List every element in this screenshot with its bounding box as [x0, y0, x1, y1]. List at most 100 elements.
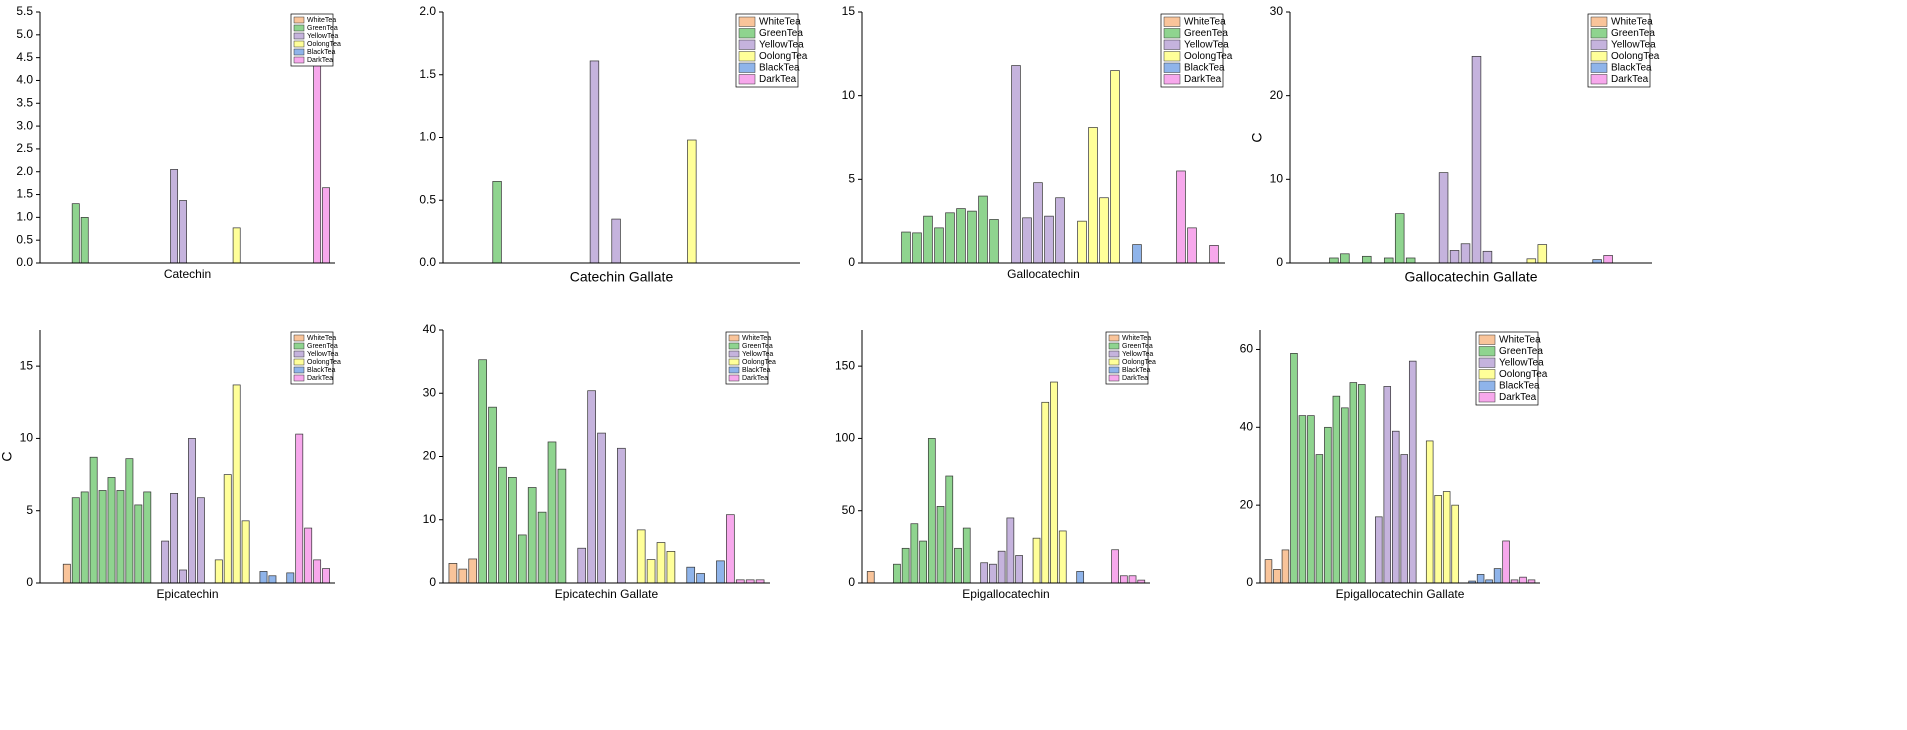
legend-swatch: [1108, 358, 1120, 366]
bar: [80, 491, 89, 584]
bar: [313, 38, 322, 264]
legend-swatch: [738, 16, 756, 27]
bar: [468, 558, 478, 584]
legend-swatch: [293, 16, 305, 24]
bar: [1307, 415, 1315, 584]
y-tick-label: 1.5: [16, 187, 33, 201]
legend-label: DarkTea: [759, 74, 797, 85]
panel: 0.0 0.5 1.0 1.5 2.0 Catechin Gallate WhiteTeaG…: [419, 4, 807, 285]
bar: [1460, 243, 1471, 264]
bar: [1209, 245, 1219, 264]
bar: [726, 514, 735, 584]
bar: [1132, 244, 1142, 264]
y-tick-label: 2.0: [419, 4, 436, 18]
bar: [989, 563, 997, 584]
bar: [1032, 537, 1041, 584]
x-axis-label: Catechin: [164, 267, 211, 281]
bar: [716, 560, 725, 584]
bar: [232, 384, 241, 584]
bar: [1015, 555, 1023, 584]
bar: [1476, 574, 1485, 584]
bar: [1400, 454, 1408, 584]
legend-label: GreenTea: [307, 343, 338, 350]
legend-swatch: [1108, 374, 1120, 382]
y-tick-label: 15: [20, 358, 34, 372]
bar: [587, 390, 596, 584]
legend-label: WhiteTea: [1611, 16, 1653, 27]
y-tick-label: 20: [1270, 88, 1284, 102]
bar: [1362, 255, 1372, 264]
bar: [945, 212, 955, 264]
legend-label: DarkTea: [1122, 375, 1148, 382]
bar: [934, 227, 944, 264]
bar: [488, 406, 497, 584]
legend-label: WhiteTea: [307, 335, 336, 342]
bar: [611, 218, 621, 264]
bar: [161, 540, 170, 584]
legend-swatch: [728, 374, 740, 382]
bar: [547, 441, 557, 584]
bar: [170, 169, 179, 264]
legend-label: YellowTea: [1611, 39, 1656, 50]
y-tick-label: 0: [429, 575, 436, 589]
bar: [936, 506, 945, 584]
bar: [1349, 382, 1358, 584]
bar: [1050, 381, 1058, 584]
legend-swatch: [293, 334, 305, 342]
legend-label: BlackTea: [742, 367, 771, 374]
legend-swatch: [293, 374, 305, 382]
bar: [1110, 70, 1120, 264]
legend-label: BlackTea: [1122, 367, 1151, 374]
bar: [617, 447, 626, 584]
panel: 0 50 100 150 Epigallocatechin WhiteTeaGreenTe…: [835, 330, 1156, 601]
bar: [1111, 549, 1119, 584]
x-axis-label: Epigallocatechin Gallate: [1336, 587, 1465, 601]
bar: [143, 491, 152, 584]
legend-swatch: [293, 48, 305, 56]
legend-label: WhiteTea: [1122, 335, 1151, 342]
bar: [910, 523, 919, 584]
bar: [1281, 549, 1290, 584]
legend-swatch: [728, 334, 740, 342]
y-tick-label: 0: [1276, 255, 1283, 269]
y-tick-label: 0.0: [16, 255, 33, 269]
legend-label: GreenTea: [759, 28, 803, 39]
bar: [1011, 65, 1021, 264]
bar: [646, 559, 656, 584]
legend-label: OolongTea: [307, 359, 341, 366]
bar: [537, 511, 547, 584]
bar: [80, 217, 89, 264]
bar: [214, 559, 223, 584]
panel: 0 20 40 60 Epigallocatechin Gallate WhiteTeaG…: [1240, 330, 1548, 601]
bar: [1006, 517, 1015, 584]
y-tick-label: 2.0: [16, 164, 33, 178]
legend-swatch: [1163, 39, 1181, 50]
bar: [268, 575, 277, 584]
x-axis-label: Epigallocatechin: [962, 587, 1049, 601]
y-tick-label: 0: [848, 255, 855, 269]
bar: [1041, 401, 1050, 584]
legend-swatch: [1163, 28, 1181, 39]
legend-swatch: [293, 350, 305, 358]
bar: [954, 547, 962, 584]
y-tick-label: 2.5: [16, 141, 33, 155]
bar: [1592, 259, 1602, 264]
x-axis-label: Gallocatechin Gallate: [1404, 269, 1537, 285]
bar: [1099, 197, 1109, 264]
bar: [597, 432, 606, 584]
bar: [107, 477, 116, 584]
bar: [989, 219, 999, 264]
legend-label: DarkTea: [1499, 392, 1537, 403]
bar: [232, 227, 241, 264]
legend-label: GreenTea: [742, 343, 773, 350]
legend-swatch: [293, 40, 305, 48]
bar: [962, 527, 971, 584]
bar: [1187, 227, 1197, 264]
legend-swatch: [1108, 366, 1120, 374]
bar: [1392, 430, 1400, 584]
bar: [116, 490, 125, 584]
bar: [1119, 575, 1128, 584]
legend-label: WhiteTea: [759, 16, 801, 27]
legend-label: OolongTea: [1611, 51, 1660, 62]
